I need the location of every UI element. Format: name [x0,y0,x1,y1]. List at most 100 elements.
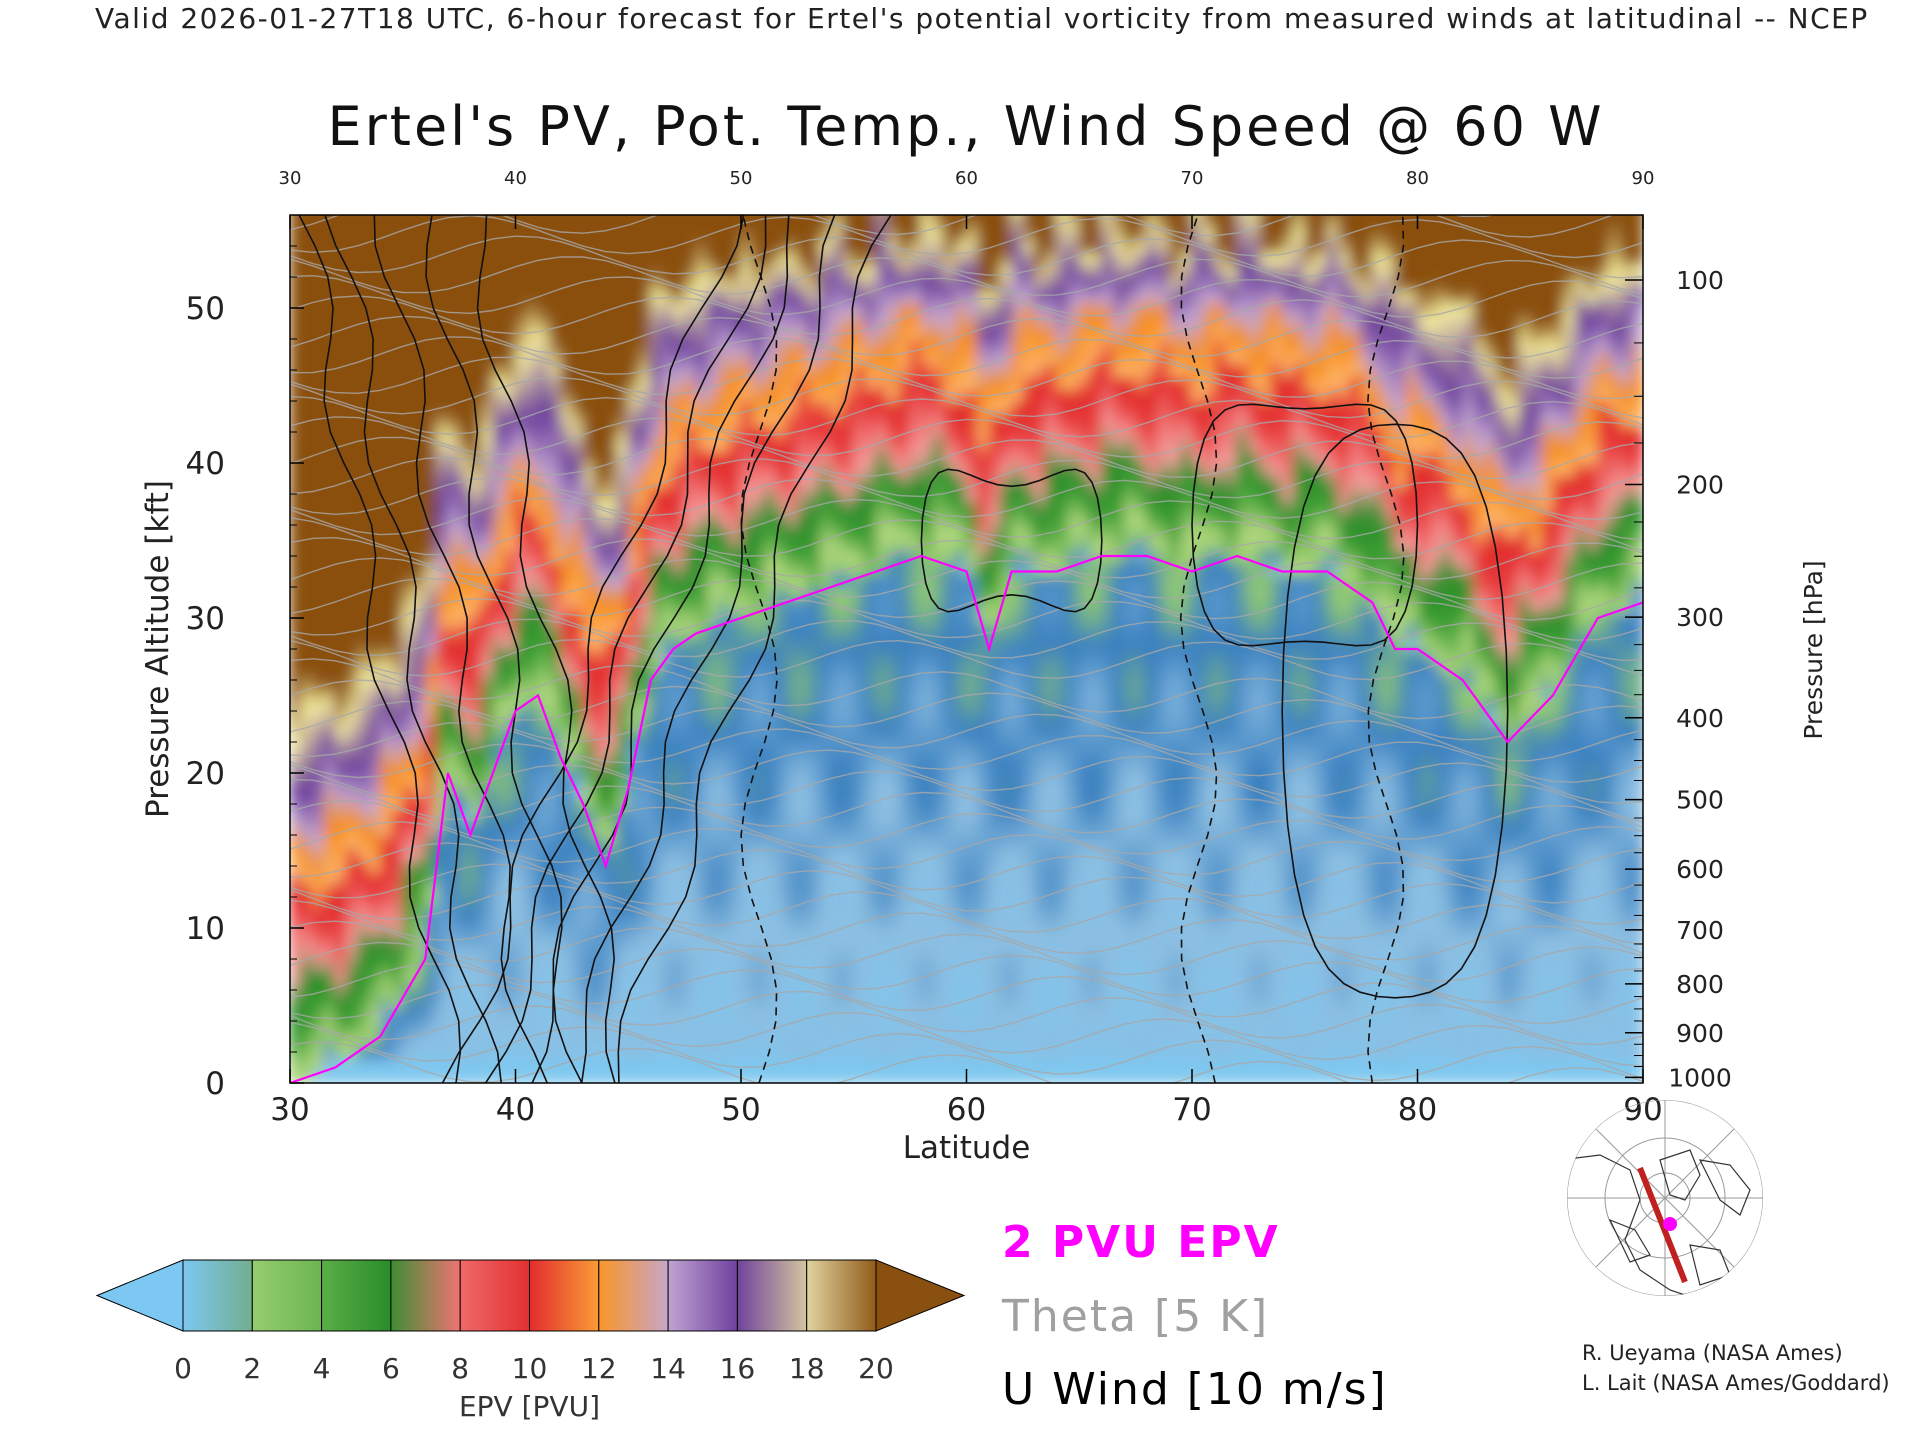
epv-cell [695,264,709,278]
epv-cell [751,1057,765,1072]
epv-cell [1022,747,1036,762]
epv-cell [492,400,506,415]
epv-cell [988,215,1002,229]
epv-cell [593,636,607,650]
epv-cell [616,276,630,291]
epv-cell [943,1008,957,1022]
epv-cell [898,747,912,762]
epv-cell [300,1032,314,1047]
epv-cell [300,1008,314,1022]
epv-cell [819,1070,833,1083]
epv-cell [560,276,573,291]
epv-cell [357,636,370,650]
epv-cell [492,474,506,489]
epv-cell [627,276,641,291]
epv-cell [684,784,697,799]
epv-cell [345,326,359,340]
epv-cell [763,809,776,824]
epv-cell [819,760,833,774]
epv-cell [853,946,867,960]
epv-cell [458,524,472,539]
epv-cell [717,536,731,551]
epv-cell [999,673,1013,688]
epv-cell [650,574,664,588]
epv-cell [661,871,675,886]
epv-cell [390,760,404,774]
epv-cell [1067,239,1081,254]
epv-cell [650,1020,664,1035]
epv-cell [560,586,573,601]
epv-cell [379,524,393,539]
epv-cell [312,995,325,1010]
epv-cell [920,846,934,861]
epv-cell [672,1008,686,1022]
epv-cell [447,623,461,638]
epv-cell [932,326,945,340]
epv-cell [808,524,821,539]
epv-cell [357,809,370,824]
epv-cell [300,822,314,836]
epv-cell [537,437,551,452]
epv-cell [966,450,979,464]
epv-cell [1011,958,1024,973]
epv-cell [379,400,393,415]
epv-cell [1056,760,1069,774]
epv-cell [368,215,382,216]
epv-cell [334,933,348,948]
epv-cell [875,574,889,588]
epv-cell [481,276,494,291]
epv-cell [616,710,630,725]
epv-cell [1011,760,1024,774]
epv-cell [424,412,438,427]
epv-cell [605,313,618,328]
epv-cell [436,239,449,254]
epv-cell [368,1020,382,1035]
epv-cell [413,648,427,663]
epv-cell [515,735,528,750]
epv-cell [706,648,720,663]
epv-cell [526,1020,540,1035]
epv-cell [785,859,799,874]
epv-cell [763,326,776,340]
epv-cell [1033,375,1047,390]
epv-cell [593,425,607,440]
epv-cell [943,772,957,787]
epv-cell [672,239,686,254]
epv-cell [345,995,359,1010]
epv-cell [841,983,855,998]
epv-cell [785,1032,799,1047]
epv-cell [571,660,585,675]
epv-cell [988,215,1002,216]
epv-cell [503,660,517,675]
epv-cell [571,896,585,911]
epv-cell [515,1045,528,1060]
epv-cell [424,561,438,576]
epv-cell [729,710,742,725]
epv-cell [966,908,979,923]
epv-cell [999,251,1013,266]
epv-cell [864,834,878,849]
epv-cell [1056,710,1069,725]
epv-cell [841,623,855,638]
epv-cell [717,946,731,960]
epv-cell [537,747,551,762]
epv-cell [1011,660,1024,675]
epv-cell [853,846,867,861]
epv-cell [515,933,528,948]
epv-cell [548,276,562,291]
epv-cell [515,636,528,650]
epv-cell [887,1032,900,1047]
epv-cell [312,946,325,960]
epv-cell [954,673,968,688]
epv-cell [887,288,900,303]
epv-cell [481,846,494,861]
epv-cell [717,326,731,340]
epv-cell [661,611,675,626]
epv-cell [988,1032,1002,1047]
epv-cell [729,338,742,353]
epv-cell [537,685,551,700]
epv-cell [706,871,720,886]
epv-cell [571,437,585,452]
epv-cell [751,412,765,427]
epv-cell [808,400,821,415]
